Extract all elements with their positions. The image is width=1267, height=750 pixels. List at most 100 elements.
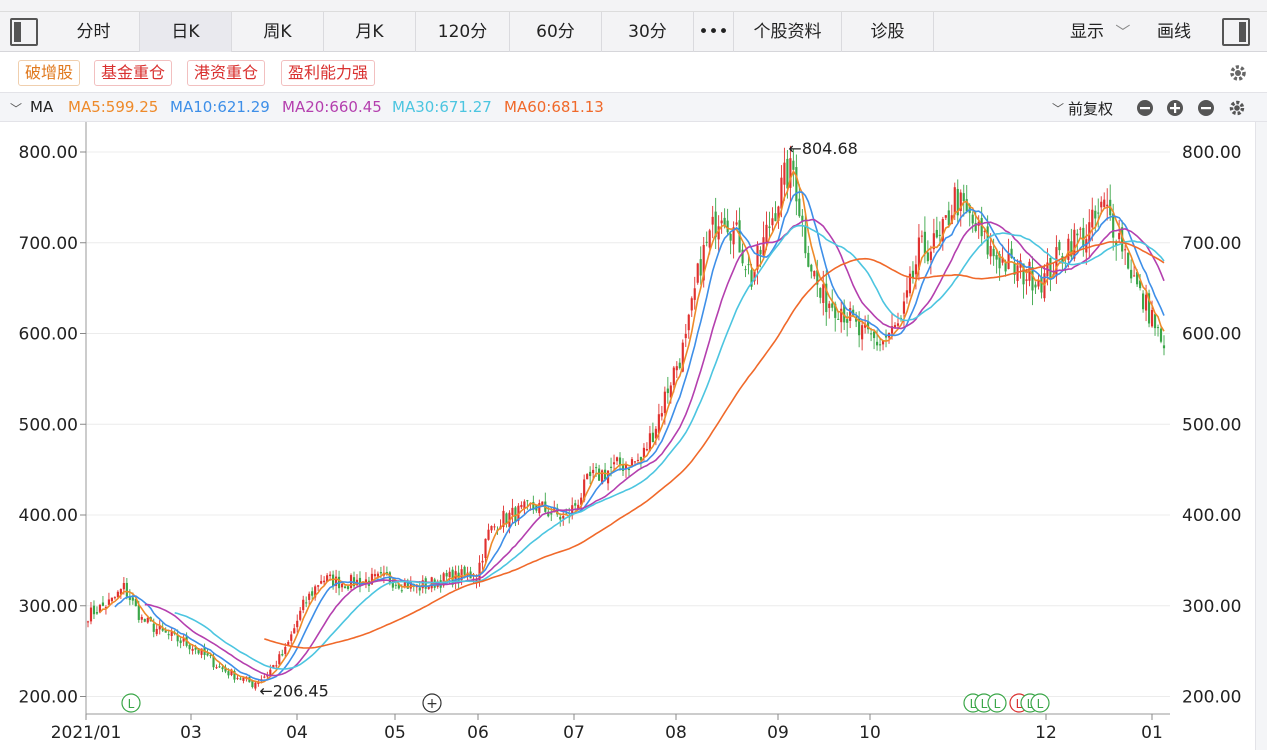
x-tick-label: 07 [563,723,585,743]
right-panel-toggle-icon[interactable] [1222,18,1250,46]
candle-body [1094,210,1097,219]
candle-body [1067,238,1070,260]
candle-body [541,501,544,506]
candle-body [962,193,965,201]
display-menu-button[interactable]: 显示 ﹀ [1070,12,1130,52]
marker-label: L [1037,697,1044,711]
zoom-in-icon[interactable] [1167,100,1183,116]
tab-stock-profile[interactable]: 个股资料 [734,12,842,52]
zoom-out-icon[interactable] [1137,100,1153,116]
candle-body [774,213,777,222]
adjust-mode-label[interactable]: 前复权 [1068,100,1114,118]
candle-body [1133,275,1136,277]
candle-body [143,618,146,622]
candle-body [702,244,705,281]
candle-body [379,572,382,574]
candle-body [762,237,765,256]
candle-body [409,582,412,589]
event-marker-l[interactable]: L [121,693,141,713]
left-panel-toggle-icon[interactable] [10,18,38,46]
candle-body [956,188,959,216]
tab-120min[interactable]: 120分 [416,12,510,52]
draw-line-button[interactable]: 画线 [1157,22,1191,42]
indicator-settings-gear-icon[interactable] [1229,100,1245,116]
candle-body [1079,228,1082,230]
event-marker-plus[interactable]: + [422,693,442,713]
event-marker-l[interactable]: L [987,693,1007,713]
candle-body [1100,201,1103,208]
candle-body [825,283,828,313]
candle-body [305,602,308,604]
candle-body [197,648,200,654]
candle-body [1073,229,1076,259]
adjust-chevron-icon[interactable]: ﹀ [1052,102,1065,116]
candle-body [526,500,529,502]
tag-settings-gear-icon[interactable] [1228,63,1248,83]
candle-body [911,270,915,278]
candle-body [1115,241,1118,246]
candle-body [1031,267,1034,291]
candle-body [137,604,140,620]
tab-daily-k[interactable]: 日K [140,12,232,52]
candle-body [938,234,941,236]
tab-30min[interactable]: 30分 [602,12,694,52]
y-tick-label-right: 200.00 [1182,688,1241,708]
collapse-chevron-icon[interactable]: ﹀ [10,102,23,116]
y-tick-label: 800.00 [19,143,78,163]
event-markers: L L L L L L L+ [121,693,1050,713]
candle-body [448,571,451,578]
tab-diagnose[interactable]: 诊股 [842,12,934,52]
candle-body [460,569,463,581]
candle-body [116,591,119,598]
candle-body [732,227,735,245]
x-tick-label: 05 [384,723,406,743]
candle-body [164,629,167,633]
tab-weekly-k[interactable]: 周K [232,12,324,52]
candle-body [890,326,894,334]
candle-body [1159,328,1163,342]
tag-po-zeng[interactable]: 破增股 [18,60,81,86]
candle-body [747,264,750,266]
y-tick-label-right: 500.00 [1182,415,1241,435]
candle-body [221,667,224,670]
candle-body [642,447,646,458]
tab-60min[interactable]: 60分 [510,12,602,52]
candle-body [875,341,879,346]
x-tick-label: 06 [467,723,489,743]
ma20-value: MA20:660.45 [282,98,382,116]
tag-fund-heavy[interactable]: 基金重仓 [94,60,173,86]
candle-body [343,586,347,589]
candle-body [206,653,209,656]
x-axis: 2021/01 03 04 05 06 07 08 09 10 12 01 [51,714,1163,743]
candle-body [1124,249,1127,251]
plus-circle-icon [422,693,442,713]
candle-body [612,462,616,465]
event-marker-l[interactable]: L [1030,693,1050,713]
ma-label[interactable]: MA [30,98,54,116]
candle-body [227,671,230,676]
tag-hk-heavy[interactable]: 港资重仓 [187,60,266,86]
candle-body [1013,263,1016,275]
more-tabs-button[interactable]: ••• [694,12,734,52]
candle-body [125,582,128,597]
ma60-value: MA60:681.13 [504,98,604,116]
tab-monthly-k[interactable]: 月K [324,12,416,52]
candle-body [711,216,714,225]
event-marker-l[interactable]: L [974,693,994,713]
candle-body [819,288,822,298]
candle-body [1112,213,1115,238]
candle-body [583,479,586,501]
y-tick-label: 200.00 [19,688,78,708]
remove-indicator-icon[interactable] [1198,100,1214,116]
kline-chart[interactable]: 800.00 700.00 600.00 500.00 400.00 300.00 200.… [0,122,1267,750]
marker-label: L [970,697,977,711]
candle-body [1091,209,1094,228]
x-tick-label: 03 [180,723,202,743]
y-tick-label-right: 800.00 [1182,143,1241,163]
tag-profitability[interactable]: 盈利能力强 [281,60,376,86]
candle-body [92,605,96,615]
candle-body [660,413,663,417]
candle-body [442,573,445,586]
candle-body [209,655,212,657]
tab-timeshare[interactable]: 分时 [48,12,140,52]
